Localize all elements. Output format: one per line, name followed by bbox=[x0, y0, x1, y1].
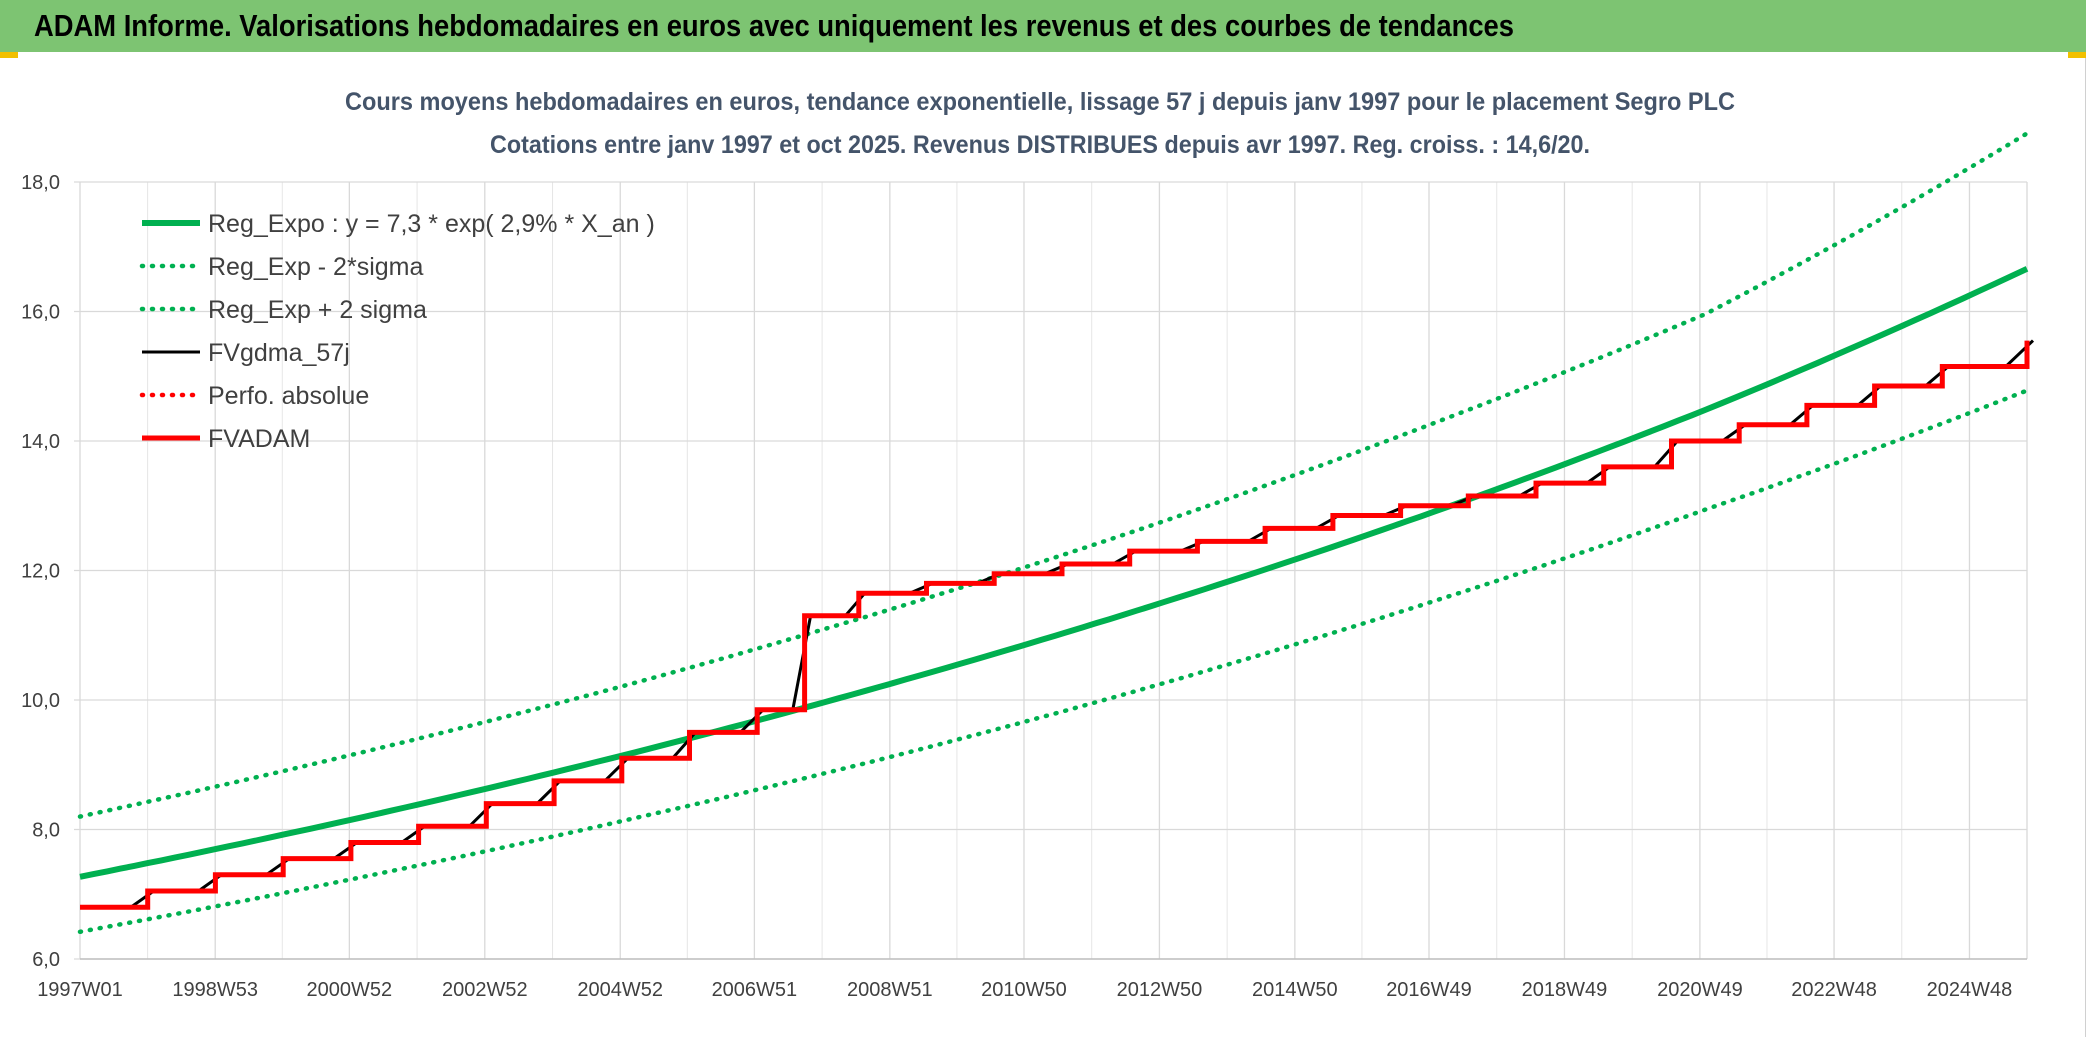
x-tick-label: 2020W49 bbox=[1657, 979, 1743, 1001]
chart-frame: Cours moyens hebdomadaires en euros, ten… bbox=[0, 58, 2086, 1037]
x-tick-label: 2018W49 bbox=[1522, 979, 1608, 1001]
x-tick-label: 1997W01 bbox=[37, 979, 123, 1001]
x-tick-label: 2006W51 bbox=[712, 979, 798, 1001]
x-tick-label: 1998W53 bbox=[172, 979, 258, 1001]
y-tick-label: 8,0 bbox=[32, 820, 60, 842]
x-tick-label: 2022W48 bbox=[1791, 979, 1877, 1001]
x-tick-label: 2000W52 bbox=[307, 979, 393, 1001]
legend-label: FVADAM bbox=[208, 425, 310, 453]
corner-marker-right bbox=[2068, 52, 2086, 58]
legend-label: Reg_Expo : y = 7,3 * exp( 2,9% * X_an ) bbox=[208, 210, 655, 238]
series-line-fvadam bbox=[80, 340, 2030, 910]
x-tick-label: 2014W50 bbox=[1252, 979, 1338, 1001]
chart-title-line-2: Cotations entre janv 1997 et oct 2025. R… bbox=[490, 131, 1590, 159]
grid bbox=[74, 181, 2028, 960]
y-tick-label: 10,0 bbox=[21, 690, 60, 712]
legend-label: Perfo. absolue bbox=[208, 382, 369, 410]
x-tick-label: 2024W48 bbox=[1927, 979, 2013, 1001]
x-tick-label: 2008W51 bbox=[847, 979, 933, 1001]
report-banner: ADAM Informe. Valorisations hebdomadaire… bbox=[0, 0, 2086, 52]
y-tick-label: 12,0 bbox=[21, 561, 60, 583]
y-tick-label: 18,0 bbox=[21, 172, 60, 194]
x-tick-label: 2010W50 bbox=[981, 979, 1067, 1001]
x-tick-label: 2016W49 bbox=[1386, 979, 1472, 1001]
series-line-reg-exp-2-sigma bbox=[77, 388, 2030, 935]
series-line-reg-exp-2-sigma bbox=[77, 131, 2030, 819]
series-line-reg-expo-y-7-3-exp-2-9-x-an bbox=[79, 266, 2029, 880]
x-tick-label: 2004W52 bbox=[577, 979, 663, 1001]
report-title: ADAM Informe. Valorisations hebdomadaire… bbox=[34, 8, 1514, 43]
x-tick-label: 2012W50 bbox=[1117, 979, 1203, 1001]
legend-label: Reg_Exp + 2 sigma bbox=[208, 296, 427, 324]
chart-svg: Cours moyens hebdomadaires en euros, ten… bbox=[21, 88, 2035, 1001]
x-tick-label: 2002W52 bbox=[442, 979, 528, 1001]
y-tick-label: 16,0 bbox=[21, 302, 60, 324]
legend: Reg_Expo : y = 7,3 * exp( 2,9% * X_an ) R… bbox=[139, 210, 655, 453]
series-lines bbox=[77, 131, 2035, 935]
y-tick-label: 6,0 bbox=[32, 949, 60, 971]
y-tick-label: 14,0 bbox=[21, 431, 60, 453]
legend-label: Reg_Exp - 2*sigma bbox=[208, 253, 423, 281]
axes: 6,0 8,0 10,0 12,0 14,0 16,0 18,0 1997W01 1998W53… bbox=[21, 172, 2027, 1001]
corner-marker-left bbox=[0, 52, 18, 58]
legend-label: FVgdma_57j bbox=[208, 339, 350, 367]
chart-title-line-1: Cours moyens hebdomadaires en euros, ten… bbox=[345, 88, 1735, 116]
